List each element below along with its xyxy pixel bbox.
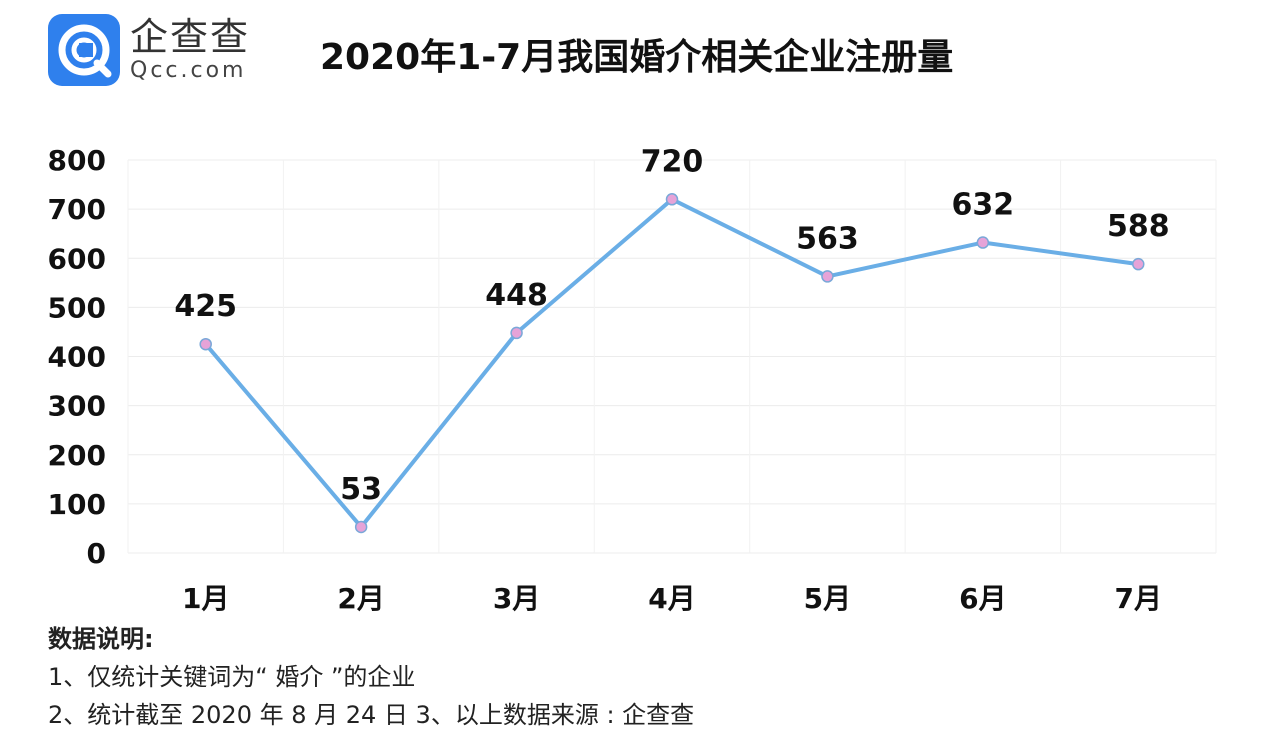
chart-title: 2020年1-7月我国婚介相关企业注册量 (320, 37, 954, 78)
y-tick-label: 300 (48, 390, 106, 423)
data-point (510, 326, 523, 340)
data-point (1132, 257, 1145, 271)
data-label: 448 (485, 278, 548, 313)
y-tick-label: 700 (48, 193, 106, 226)
data-label: 563 (796, 221, 859, 256)
data-notes: 数据说明: 1、仅统计关键词为“ 婚介 ”的企业 2、统计截至 2020 年 8… (48, 620, 694, 734)
data-label: 588 (1107, 209, 1170, 244)
x-tick-label: 2月 (337, 582, 384, 615)
qcc-logo-icon (58, 24, 112, 78)
notes-line-1: 1、仅统计关键词为“ 婚介 ”的企业 (48, 663, 416, 691)
y-tick-label: 800 (48, 144, 106, 177)
x-tick-label: 3月 (493, 582, 540, 615)
data-label: 425 (174, 289, 237, 324)
x-tick-label: 6月 (959, 582, 1006, 615)
logo-english-name: Qcc.com (130, 58, 247, 83)
logo-chinese-name: 企查查 (130, 15, 251, 59)
data-point (354, 520, 368, 534)
logo: 企查查 Qcc.com (48, 14, 250, 86)
notes-line-2: 2、统计截至 2020 年 8 月 24 日 3、以上数据来源 : 企查查 (48, 701, 695, 729)
data-label: 632 (952, 188, 1015, 223)
data-point (665, 193, 679, 206)
x-tick-label: 1月 (182, 582, 229, 615)
data-point (821, 270, 834, 283)
y-tick-label: 600 (48, 242, 106, 275)
data-label: 720 (641, 144, 704, 179)
notes-heading: 数据说明: (48, 625, 154, 653)
y-tick-label: 400 (48, 341, 106, 374)
y-tick-label: 200 (48, 439, 106, 472)
x-tick-label: 5月 (804, 582, 851, 615)
data-point (976, 236, 990, 249)
x-tick-label: 7月 (1115, 582, 1162, 615)
y-tick-label: 0 (87, 537, 106, 570)
logo-mark-icon (48, 14, 120, 86)
data-label: 53 (340, 472, 382, 507)
data-point (199, 337, 212, 351)
x-tick-label: 4月 (648, 582, 695, 615)
y-tick-label: 100 (48, 488, 106, 521)
line-chart: 0 100 200 300 400 500 600 700 800 1月 2月 3月 4月 5月 6月 7月 4… (48, 144, 1217, 615)
y-tick-label: 500 (48, 291, 106, 324)
